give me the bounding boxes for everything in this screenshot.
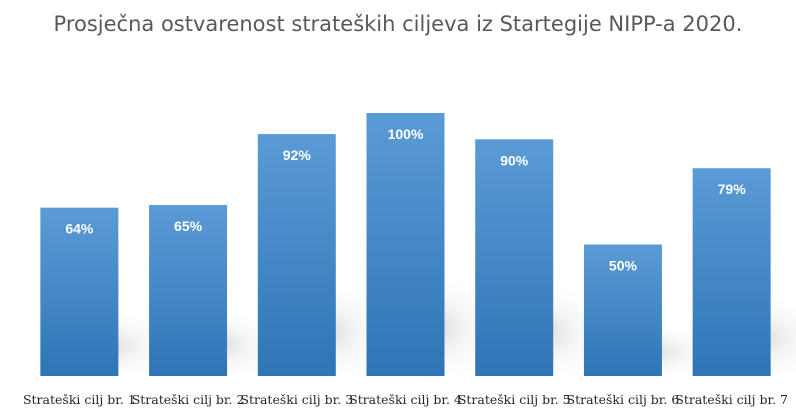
x-tick-label-3: Strateški cilj br. 3	[240, 392, 353, 407]
bar-4	[366, 113, 445, 376]
x-tick-label-1: Strateški cilj br. 1	[23, 392, 136, 407]
bar-7	[692, 168, 771, 376]
data-label-5: 90%	[500, 152, 529, 168]
data-label-7: 79%	[718, 181, 747, 197]
bar-3	[257, 134, 336, 376]
x-tick-label-2: Strateški cilj br. 2	[132, 392, 245, 407]
bar-5	[475, 139, 554, 376]
bar-6	[583, 244, 662, 376]
bar-1	[40, 207, 119, 376]
data-label-1: 64%	[65, 221, 94, 237]
x-tick-label-4: Strateški cilj br. 4	[349, 392, 462, 407]
data-label-6: 50%	[609, 258, 638, 274]
data-label-4: 100%	[388, 126, 424, 142]
data-label-3: 92%	[283, 147, 312, 163]
x-tick-label-5: Strateški cilj br. 5	[458, 392, 571, 407]
x-tick-label-6: Strateški cilj br. 6	[567, 392, 680, 407]
bar-2	[149, 205, 228, 376]
x-tick-label-7: Strateški cilj br. 7	[675, 392, 788, 407]
data-label-2: 65%	[174, 218, 203, 234]
chart-title: Prosječna ostvarenost strateških ciljeva…	[53, 12, 743, 36]
